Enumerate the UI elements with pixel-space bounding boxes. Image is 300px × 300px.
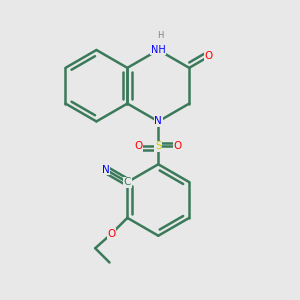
Text: C: C bbox=[124, 177, 131, 187]
Text: O: O bbox=[134, 141, 143, 152]
Text: O: O bbox=[205, 51, 213, 62]
Text: O: O bbox=[107, 229, 116, 239]
Text: NH: NH bbox=[151, 45, 166, 55]
Text: N: N bbox=[154, 116, 162, 126]
Text: H: H bbox=[157, 31, 163, 40]
Text: S: S bbox=[155, 141, 162, 152]
Text: O: O bbox=[174, 141, 182, 152]
Text: N: N bbox=[102, 165, 110, 175]
